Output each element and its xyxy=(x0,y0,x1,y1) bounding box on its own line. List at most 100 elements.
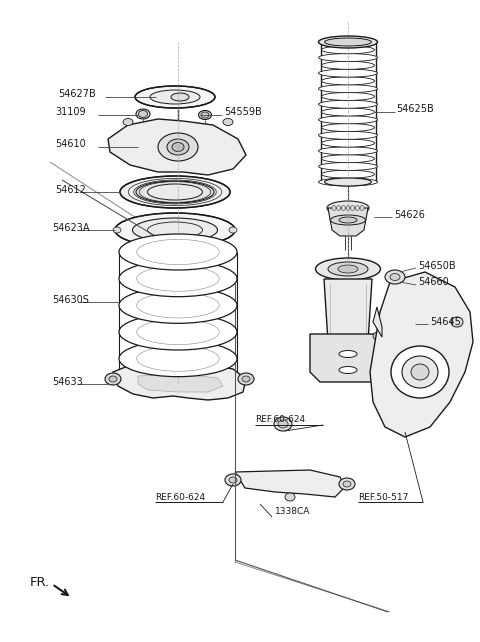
Ellipse shape xyxy=(322,92,374,100)
Text: REF.60-624: REF.60-624 xyxy=(255,415,305,424)
Ellipse shape xyxy=(274,417,292,431)
Ellipse shape xyxy=(415,315,431,325)
Text: 54610: 54610 xyxy=(55,139,86,149)
Text: 54626: 54626 xyxy=(394,210,425,220)
Ellipse shape xyxy=(339,367,357,374)
Ellipse shape xyxy=(322,139,374,147)
Ellipse shape xyxy=(225,474,241,486)
Ellipse shape xyxy=(229,227,237,233)
Ellipse shape xyxy=(123,119,133,125)
Ellipse shape xyxy=(373,332,383,340)
Ellipse shape xyxy=(319,69,377,77)
Text: 54559B: 54559B xyxy=(224,107,262,117)
Text: 54660: 54660 xyxy=(418,277,449,287)
Text: 54650B: 54650B xyxy=(418,261,456,271)
Ellipse shape xyxy=(139,110,147,117)
Text: FR.: FR. xyxy=(30,575,50,589)
Ellipse shape xyxy=(339,478,355,490)
Ellipse shape xyxy=(147,184,203,200)
Ellipse shape xyxy=(322,170,374,178)
Ellipse shape xyxy=(167,139,189,155)
Polygon shape xyxy=(310,334,385,382)
Text: 54645: 54645 xyxy=(430,317,461,327)
Ellipse shape xyxy=(229,477,237,483)
Ellipse shape xyxy=(223,119,233,125)
Ellipse shape xyxy=(119,288,237,324)
Ellipse shape xyxy=(319,116,377,124)
Ellipse shape xyxy=(115,213,235,247)
Text: 1338CA: 1338CA xyxy=(275,507,311,517)
Ellipse shape xyxy=(119,234,237,270)
Ellipse shape xyxy=(319,38,377,46)
Ellipse shape xyxy=(351,205,355,211)
Ellipse shape xyxy=(158,133,198,161)
Polygon shape xyxy=(138,374,223,392)
Ellipse shape xyxy=(132,218,217,242)
Text: 31109: 31109 xyxy=(55,107,85,117)
Ellipse shape xyxy=(328,262,368,276)
Ellipse shape xyxy=(136,181,214,203)
Polygon shape xyxy=(113,364,246,400)
Ellipse shape xyxy=(285,493,295,501)
Ellipse shape xyxy=(451,317,463,327)
Text: 54630S: 54630S xyxy=(52,295,89,305)
Ellipse shape xyxy=(319,85,377,92)
Polygon shape xyxy=(373,307,382,337)
Text: 54633: 54633 xyxy=(52,377,83,387)
Text: 54612: 54612 xyxy=(55,185,86,195)
Ellipse shape xyxy=(324,38,372,46)
Ellipse shape xyxy=(322,77,374,85)
Ellipse shape xyxy=(322,62,374,69)
Ellipse shape xyxy=(322,108,374,116)
Ellipse shape xyxy=(339,351,357,358)
Text: 54627B: 54627B xyxy=(58,89,96,99)
Ellipse shape xyxy=(339,217,357,223)
Ellipse shape xyxy=(242,376,250,382)
Ellipse shape xyxy=(322,155,374,162)
Ellipse shape xyxy=(119,314,237,350)
Ellipse shape xyxy=(319,178,377,186)
Ellipse shape xyxy=(324,178,372,186)
Ellipse shape xyxy=(319,53,377,62)
Ellipse shape xyxy=(390,273,400,281)
Ellipse shape xyxy=(355,205,360,211)
Ellipse shape xyxy=(201,112,209,118)
Ellipse shape xyxy=(322,123,374,132)
Text: 54625B: 54625B xyxy=(396,104,434,114)
Ellipse shape xyxy=(341,205,345,211)
Ellipse shape xyxy=(199,110,212,119)
Ellipse shape xyxy=(343,481,351,487)
Ellipse shape xyxy=(402,356,438,388)
Ellipse shape xyxy=(135,86,215,108)
Polygon shape xyxy=(324,279,372,342)
Text: REF.50-517: REF.50-517 xyxy=(358,492,408,501)
Polygon shape xyxy=(108,119,246,175)
Ellipse shape xyxy=(391,346,449,398)
Ellipse shape xyxy=(319,132,377,139)
Ellipse shape xyxy=(385,270,405,284)
Ellipse shape xyxy=(319,100,377,108)
Ellipse shape xyxy=(336,205,341,211)
Ellipse shape xyxy=(338,265,358,273)
Ellipse shape xyxy=(315,258,381,280)
Ellipse shape xyxy=(319,36,377,48)
Ellipse shape xyxy=(172,143,184,152)
Ellipse shape xyxy=(411,364,429,380)
Ellipse shape xyxy=(109,376,117,382)
Ellipse shape xyxy=(171,93,189,101)
Ellipse shape xyxy=(322,46,374,54)
Text: 54623A: 54623A xyxy=(52,223,89,233)
Ellipse shape xyxy=(150,90,200,104)
Ellipse shape xyxy=(319,147,377,155)
Ellipse shape xyxy=(119,261,237,297)
Ellipse shape xyxy=(346,205,350,211)
Ellipse shape xyxy=(238,373,254,385)
Polygon shape xyxy=(328,208,368,236)
Ellipse shape xyxy=(327,201,369,215)
Ellipse shape xyxy=(360,205,364,211)
Polygon shape xyxy=(235,470,345,497)
Ellipse shape xyxy=(331,215,365,225)
Ellipse shape xyxy=(319,162,377,170)
Ellipse shape xyxy=(120,176,230,208)
Text: REF.60-624: REF.60-624 xyxy=(155,492,205,501)
